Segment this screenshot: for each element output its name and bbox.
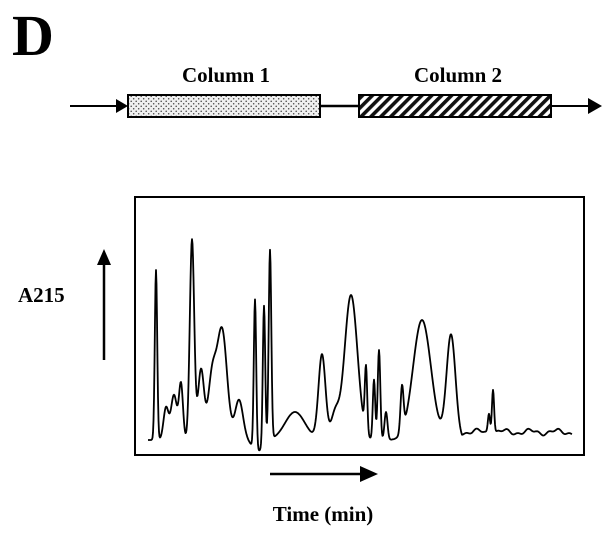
column-1-label: Column 1 bbox=[182, 63, 270, 87]
outlet-arrowhead-icon bbox=[588, 98, 602, 114]
x-axis-arrowhead-icon bbox=[360, 466, 378, 482]
column-schematic: Column 1 Column 2 bbox=[70, 63, 602, 118]
absorbance-trace bbox=[147, 238, 573, 452]
chromatogram: A215 Time (min) bbox=[18, 196, 585, 526]
column-2-label: Column 2 bbox=[414, 63, 502, 87]
chromatogram-frame bbox=[134, 196, 585, 456]
panel-letter: D bbox=[12, 3, 54, 68]
y-axis-label: A215 bbox=[18, 283, 65, 307]
column-1-block bbox=[127, 94, 321, 118]
inlet-arrowhead-icon bbox=[116, 99, 128, 113]
column-2-block bbox=[358, 94, 552, 118]
y-axis-arrowhead-icon bbox=[97, 249, 111, 265]
x-axis-label: Time (min) bbox=[273, 502, 374, 526]
